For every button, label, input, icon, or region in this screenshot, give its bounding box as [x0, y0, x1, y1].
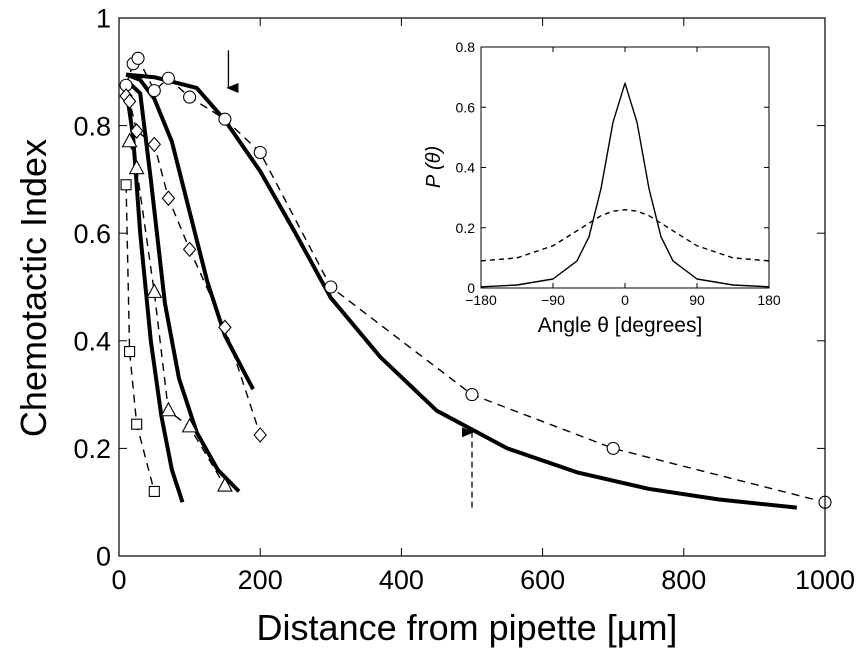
- main-series-4-line: [125, 72, 798, 510]
- main-y-tick-label: 0.2: [73, 434, 111, 464]
- inset-x-tick-label: 0: [621, 292, 629, 308]
- main-point-triangle: [181, 417, 198, 433]
- main-x-tick-label: 600: [520, 565, 565, 595]
- main-y-tick-label: 0.4: [73, 327, 111, 357]
- inset-y-tick-label: 0.4: [456, 160, 476, 176]
- inset-series-group: [480, 82, 770, 288]
- inset-x-axis-label: Angle θ [degrees]: [538, 314, 703, 337]
- main-point-diamond: [129, 123, 144, 139]
- main-y-tick-label: 0.8: [73, 111, 111, 141]
- inset-y-tick-label: 0: [467, 280, 475, 296]
- inset-series-1-line: [480, 208, 770, 262]
- main-point-triangle: [160, 401, 177, 417]
- inset-y-tick-label: 0.8: [456, 39, 476, 55]
- main-x-tick-label: 400: [379, 565, 424, 595]
- main-series-6-line: [124, 78, 241, 493]
- main-point-square: [120, 179, 132, 191]
- inset-series-0-line: [480, 82, 770, 288]
- inset-x-tick-label: −180: [465, 292, 497, 308]
- main-point-diamond: [161, 190, 176, 207]
- main-point-diamond: [182, 241, 197, 258]
- main-point-diamond: [147, 136, 162, 153]
- main-y-axis-label: Chemotactic Index: [13, 139, 54, 437]
- inset-y-tick-label: 0.6: [456, 99, 476, 115]
- main-point-square: [131, 418, 143, 430]
- main-point-circle: [218, 112, 232, 126]
- main-annotations-group: [226, 50, 474, 508]
- inset-y-tick-label: 0.2: [456, 220, 476, 236]
- inset-y-axis-label: P (θ): [423, 146, 445, 188]
- main-point-circle: [161, 71, 175, 85]
- main-x-tick-label: 1000: [795, 565, 855, 595]
- main-point-circle: [606, 441, 620, 455]
- main-point-diamond: [122, 93, 137, 110]
- main-point-diamond: [253, 427, 267, 443]
- inset-chart: −180 −90 0 90 180 0 0.2 0.4 0.6 0.8 Angle θ [degr…: [420, 30, 792, 346]
- main-point-triangle: [216, 476, 233, 492]
- inset-background: [420, 30, 792, 346]
- inset-ticks-group: −180 −90 0 90 180 0 0.2 0.4 0.6 0.8: [456, 39, 781, 308]
- main-x-axis-label: Distance from pipette [µm]: [257, 607, 678, 648]
- main-point-square: [124, 346, 136, 358]
- main-point-circle: [183, 90, 197, 104]
- main-point-circle: [253, 145, 267, 160]
- main-y-tick-label: 0: [96, 542, 111, 572]
- main-point-triangle: [128, 159, 145, 175]
- main-series-3-line: [125, 184, 155, 492]
- main-x-tick-label: 200: [238, 565, 283, 595]
- inset-x-tick-label: 90: [689, 292, 705, 308]
- main-y-tick-label: 1: [96, 4, 111, 34]
- inset-x-tick-label: −90: [541, 292, 565, 308]
- main-ticks-group: 0 200 400 600 800 1000 0 0.2 0.4 0.6 0.8 1: [73, 4, 855, 595]
- main-point-diamond: [218, 319, 232, 336]
- main-x-tick-label: 800: [661, 565, 706, 595]
- main-point-circle: [147, 84, 161, 98]
- main-x-tick-label: 0: [111, 565, 126, 595]
- main-point-triangle: [121, 132, 138, 148]
- main-series-7-line: [124, 87, 185, 503]
- main-series-2-line: [128, 141, 226, 487]
- main-plot-frame: [118, 17, 826, 557]
- inset-x-tick-label: 180: [757, 292, 781, 308]
- main-chart: 0 200 400 600 800 1000 0 0.2 0.4 0.6 0.8 1 Distance…: [13, 4, 855, 648]
- main-point-circle: [324, 280, 338, 294]
- main-markers-group: [119, 51, 832, 509]
- main-point-circle: [465, 388, 479, 402]
- main-y-tick-label: 0.6: [73, 219, 111, 249]
- main-point-circle: [131, 51, 145, 65]
- main-point-square: [148, 485, 160, 497]
- main-point-triangle: [146, 283, 163, 298]
